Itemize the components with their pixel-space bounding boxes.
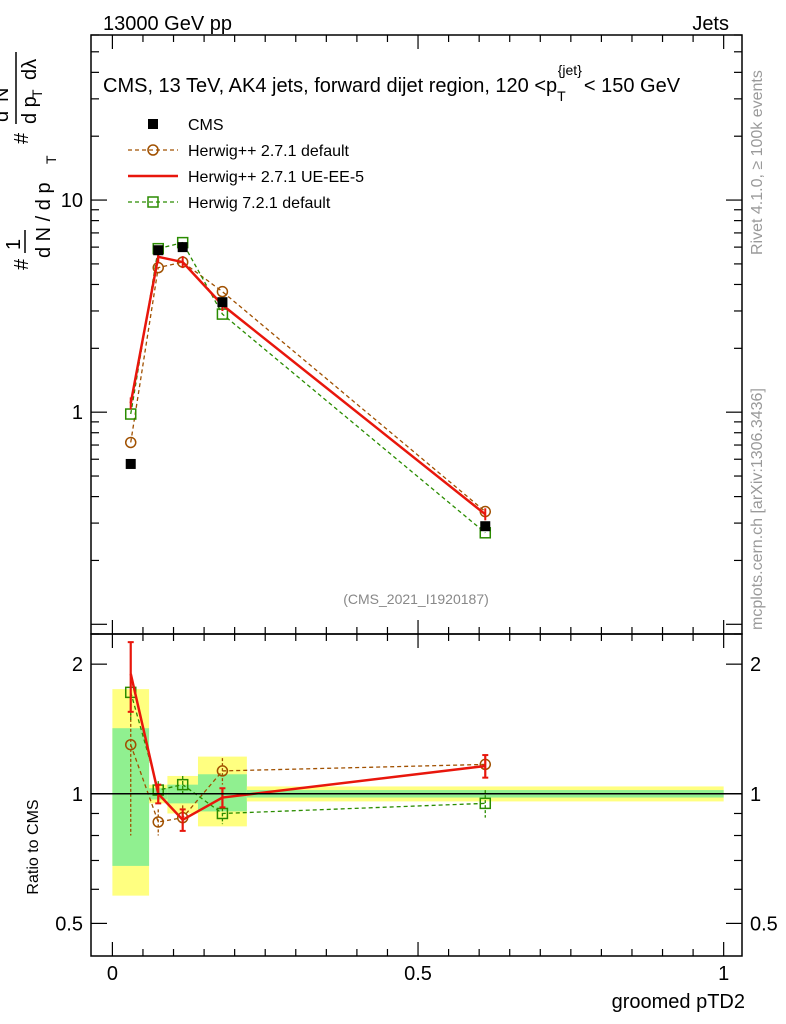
main-point [125, 458, 136, 469]
ratio-point [216, 765, 229, 777]
ratio-bands [112, 689, 724, 896]
ratio-point [152, 816, 164, 828]
legend-marker [147, 144, 159, 156]
main-point [124, 436, 137, 449]
svg-text:1: 1 [3, 239, 25, 250]
ratio-point [124, 738, 137, 751]
svg-text:T: T [29, 89, 45, 98]
main-y-tick-label: 10 [61, 190, 83, 212]
main-point [216, 285, 229, 298]
axes: 0 0.5 1 1 10 0.5 0.5 1 1 2 2 [55, 34, 778, 985]
ratio-point [479, 797, 492, 810]
x-tick-label: 0.5 [404, 963, 432, 985]
main-point [480, 521, 491, 532]
main-line-3 [130, 241, 486, 534]
ratio-point [176, 778, 189, 791]
svg-text:#: # [11, 132, 33, 144]
main-y-label: # 1 d N / d p T # d 2 N d p T dλ [0, 52, 59, 270]
x-axis-label: groomed pTD2 [612, 991, 745, 1013]
ratio-point [216, 807, 229, 820]
legend-marker [148, 119, 158, 129]
legend-marker [147, 196, 159, 208]
legend: CMS Herwig++ 2.7.1 default Herwig++ 2.7.1 … [128, 117, 364, 212]
legend-label: Herwig++ 2.7.1 UE-EE-5 [188, 169, 364, 186]
svg-text:d p: d p [19, 96, 41, 124]
plot-title: CMS, 13 TeV, AK4 jets, forward dijet reg… [103, 62, 681, 104]
legend-label: Herwig 7.2.1 default [188, 195, 331, 212]
x-tick-label: 1 [718, 963, 729, 985]
ratio-series [124, 641, 492, 836]
ratio-y-tick-label: 1 [72, 784, 83, 806]
main-line-1 [130, 261, 486, 513]
main-point [217, 297, 228, 308]
legend-label: Herwig++ 2.7.1 default [188, 143, 350, 160]
main-y-tick-label: 1 [72, 402, 83, 424]
svg-text:2: 2 [0, 103, 3, 110]
main-series [124, 236, 492, 539]
ratio-y-label: Ratio to CMS [25, 799, 42, 894]
mcplots-reference: mcplots.cern.ch [arXiv:1306.3436] [749, 388, 766, 630]
ratio-frame [90, 633, 743, 957]
ratio-y-tick-label-right: 0.5 [750, 913, 778, 935]
analysis-id: (CMS_2021_I1920187) [343, 591, 489, 607]
svg-text:d: d [0, 111, 13, 122]
ratio-y-tick-label: 0.5 [55, 913, 83, 935]
ratio-band-green [112, 728, 150, 866]
main-point [153, 245, 164, 256]
x-tick-label: 0 [107, 963, 118, 985]
header-jets: Jets [692, 13, 729, 35]
ratio-y-tick-label: 2 [72, 654, 83, 676]
svg-text:dλ: dλ [19, 59, 41, 80]
ratio-line-3 [130, 692, 486, 815]
header-energy: 13000 GeV pp [103, 13, 232, 35]
rivet-version: Rivet 4.1.0, ≥ 100k events [749, 70, 766, 255]
main-point [177, 242, 188, 253]
svg-text:T: T [43, 155, 59, 164]
ratio-y-tick-label-right: 1 [750, 784, 761, 806]
legend-label: CMS [188, 117, 224, 134]
svg-text:N: N [0, 88, 13, 102]
svg-text:d N / d p: d N / d p [33, 182, 55, 258]
ratio-y-tick-label-right: 2 [750, 654, 761, 676]
svg-text:#: # [11, 258, 33, 270]
